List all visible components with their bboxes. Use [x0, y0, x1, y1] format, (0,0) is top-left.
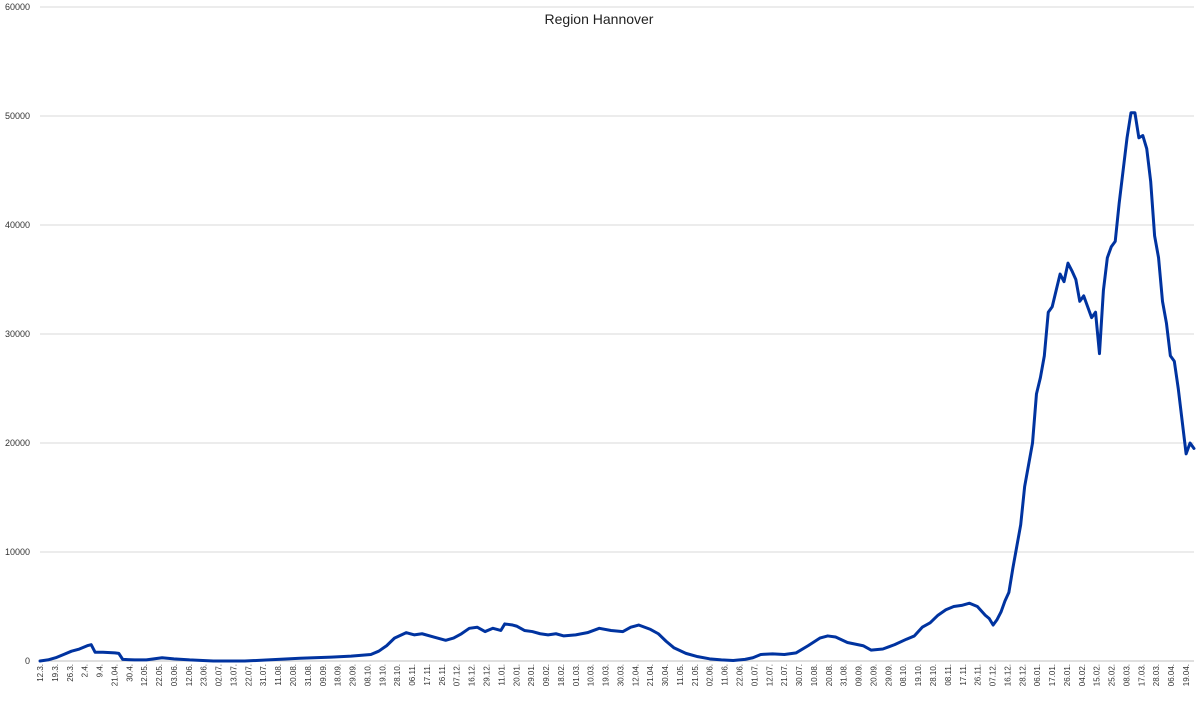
x-tick-label: 17.11. — [423, 664, 432, 686]
x-tick-label: 9.4. — [96, 664, 105, 677]
x-tick-label: 28.03. — [1152, 664, 1161, 686]
y-tick-label: 40000 — [5, 220, 30, 230]
x-tick-label: 12.07. — [765, 664, 774, 686]
x-tick-label: 30.07. — [795, 664, 804, 686]
x-tick-label: 28.10. — [929, 664, 938, 686]
x-tick-label: 20.08. — [825, 664, 834, 686]
x-tick-label: 11.05. — [676, 664, 685, 686]
y-axis-ticks: 0 10000 20000 30000 40000 50000 60000 — [5, 2, 30, 666]
x-tick-label: 18.09. — [334, 664, 343, 686]
x-tick-label: 28.12. — [1018, 664, 1027, 686]
x-tick-label: 19.3. — [51, 664, 60, 682]
x-tick-label: 29.01. — [527, 664, 536, 686]
x-tick-label: 07.12. — [453, 664, 462, 686]
x-tick-label: 23.06. — [200, 664, 209, 686]
x-tick-label: 26.01. — [1063, 664, 1072, 686]
x-tick-label: 20.01. — [512, 664, 521, 686]
x-tick-label: 30.4. — [125, 664, 134, 682]
x-tick-label: 06.01. — [1033, 664, 1042, 686]
x-tick-label: 19.03. — [602, 664, 611, 686]
x-tick-label: 07.12. — [989, 664, 998, 686]
chart-title: Region Hannover — [545, 11, 654, 27]
y-tick-label: 50000 — [5, 111, 30, 121]
x-tick-label: 31.07. — [259, 664, 268, 686]
y-tick-label: 10000 — [5, 547, 30, 557]
x-tick-label: 04.02. — [1078, 664, 1087, 686]
x-tick-label: 21.04. — [646, 664, 655, 686]
x-tick-label: 19.04. — [1182, 664, 1191, 686]
x-tick-label: 12.3. — [36, 664, 45, 682]
x-tick-label: 30.04. — [661, 664, 670, 686]
x-tick-label: 26.11. — [974, 664, 983, 686]
x-tick-label: 11.01. — [497, 664, 506, 686]
x-tick-label: 01.07. — [750, 664, 759, 686]
x-tick-label: 17.03. — [1137, 664, 1146, 686]
x-tick-label: 20.08. — [289, 664, 298, 686]
x-tick-label: 10.03. — [587, 664, 596, 686]
x-tick-label: 28.10. — [393, 664, 402, 686]
x-tick-label: 09.09. — [855, 664, 864, 686]
x-tick-label: 01.03. — [572, 664, 581, 686]
x-tick-label: 29.09. — [349, 664, 358, 686]
x-tick-label: 31.08. — [304, 664, 313, 686]
series-line — [38, 111, 1196, 663]
x-tick-label: 17.01. — [1048, 664, 1057, 686]
x-tick-label: 11.06. — [721, 664, 730, 686]
x-tick-label: 19.10. — [378, 664, 387, 686]
x-tick-label: 12.05. — [140, 664, 149, 686]
x-tick-label: 09.09. — [319, 664, 328, 686]
x-tick-label: 2.4. — [81, 664, 90, 677]
x-tick-label: 12.06. — [185, 664, 194, 686]
x-tick-label: 29.09. — [884, 664, 893, 686]
x-tick-label: 29.12. — [482, 664, 491, 686]
x-tick-label: 08.11. — [944, 664, 953, 686]
x-tick-label: 22.06. — [736, 664, 745, 686]
x-tick-label: 21.07. — [780, 664, 789, 686]
x-tick-label: 02.07. — [215, 664, 224, 686]
x-tick-label: 08.10. — [899, 664, 908, 686]
x-tick-label: 06.11. — [408, 664, 417, 686]
x-tick-label: 26.3. — [66, 664, 75, 682]
x-tick-label: 16.12. — [468, 664, 477, 686]
x-tick-label: 03.06. — [170, 664, 179, 686]
x-tick-label: 26.11. — [438, 664, 447, 686]
x-axis-ticks: 12.3. 19.3. 26.3. 2.4. 9.4. 21.04. 30.4. 12.05.… — [36, 664, 1191, 686]
x-tick-label: 08.03. — [1122, 664, 1131, 686]
x-tick-label: 02.06. — [706, 664, 715, 686]
x-tick-label: 18.02. — [557, 664, 566, 686]
x-tick-label: 21.04. — [110, 664, 119, 686]
x-tick-label: 06.04. — [1167, 664, 1176, 686]
y-tick-label: 20000 — [5, 438, 30, 448]
x-tick-label: 16.12. — [1003, 664, 1012, 686]
x-tick-label: 22.05. — [155, 664, 164, 686]
x-tick-label: 25.02. — [1108, 664, 1117, 686]
x-tick-label: 19.10. — [914, 664, 923, 686]
series-layer — [38, 111, 1196, 663]
x-tick-label: 12.04. — [631, 664, 640, 686]
x-tick-label: 21.05. — [691, 664, 700, 686]
x-tick-label: 20.09. — [869, 664, 878, 686]
y-tick-label: 30000 — [5, 329, 30, 339]
x-tick-label: 08.10. — [363, 664, 372, 686]
x-tick-label: 10.08. — [810, 664, 819, 686]
x-tick-label: 22.07. — [244, 664, 253, 686]
x-tick-label: 13.07. — [229, 664, 238, 686]
x-tick-label: 11.08. — [274, 664, 283, 686]
y-tick-label: 0 — [25, 656, 30, 666]
x-tick-label: 09.02. — [542, 664, 551, 686]
x-tick-label: 17.11. — [959, 664, 968, 686]
y-tick-label: 60000 — [5, 2, 30, 12]
x-tick-label: 15.02. — [1093, 664, 1102, 686]
x-tick-label: 31.08. — [840, 664, 849, 686]
x-tick-label: 30.03. — [616, 664, 625, 686]
gridlines — [40, 6, 1194, 662]
